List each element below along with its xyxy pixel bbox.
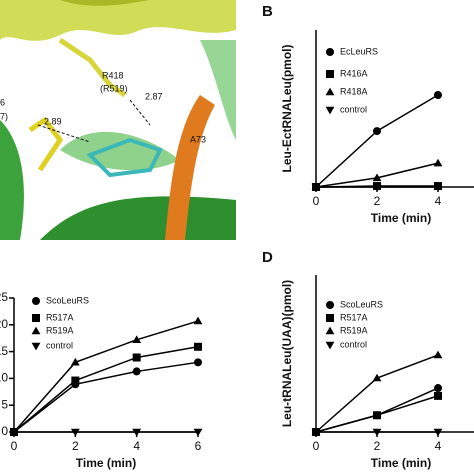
x-tick-label: 0 — [11, 439, 18, 453]
structure-label: 2.87 — [145, 91, 163, 101]
marker — [193, 316, 203, 325]
x-tick-label: 4 — [435, 439, 442, 453]
marker — [9, 428, 19, 437]
marker — [132, 367, 141, 376]
legend-label: control — [340, 339, 367, 349]
marker — [434, 90, 442, 99]
marker — [434, 391, 442, 400]
legend-label: control — [340, 104, 367, 114]
structure-image: R418 (R519) 2.87 2.89 A73 6 7) — [0, 0, 236, 240]
marker — [372, 173, 382, 182]
marker — [373, 411, 381, 420]
marker — [70, 428, 80, 437]
structure-label: A73 — [190, 134, 206, 144]
marker — [373, 127, 381, 136]
series-line — [315, 354, 439, 433]
hbond — [37, 124, 91, 143]
x-tick-label: 2 — [72, 439, 79, 453]
marker — [372, 183, 382, 192]
legend-marker — [326, 70, 334, 78]
legend-marker — [32, 314, 40, 322]
ribbon-green — [200, 40, 236, 140]
marker — [71, 376, 80, 385]
x-axis-label: Time (min) — [76, 456, 136, 470]
legend-label: R519A — [340, 325, 368, 335]
marker — [132, 428, 142, 437]
y-tick-label: 10 — [0, 371, 8, 385]
marker — [372, 373, 382, 382]
y-tick-label: 0 — [1, 424, 8, 438]
legend-marker — [325, 326, 335, 335]
marker — [433, 350, 443, 359]
legend-marker — [325, 106, 335, 115]
structure-label: 2.89 — [44, 116, 62, 126]
ribbon-green — [60, 131, 180, 171]
legend-label: ScoLeuRS — [46, 295, 89, 305]
legend-label: EcLeuRS — [340, 46, 378, 56]
y-tick-label: 20 — [0, 317, 8, 331]
x-tick-label: 0 — [313, 194, 320, 208]
x-tick-label: 6 — [195, 439, 202, 453]
legend-marker — [326, 301, 334, 309]
legend-marker — [325, 341, 335, 350]
x-axis-label: Time (min) — [371, 211, 431, 225]
structure-label: R418 — [102, 70, 124, 80]
helix-yellow — [0, 0, 236, 41]
ribbon-green — [0, 120, 24, 240]
structure-label: 7) — [0, 111, 8, 121]
x-tick-label: 4 — [435, 194, 442, 208]
residue-sticks — [58, 37, 127, 98]
marker — [311, 183, 321, 192]
legend-label: R418A — [340, 86, 368, 96]
panel-label: B — [262, 3, 273, 20]
marker — [433, 158, 443, 167]
hbond — [129, 99, 151, 126]
legend-marker — [325, 87, 335, 96]
ligand-sticks — [86, 137, 163, 178]
marker — [433, 428, 443, 437]
x-axis-label: Time (min) — [371, 456, 431, 470]
x-tick-label: 2 — [374, 439, 381, 453]
legend-label: R416A — [340, 68, 368, 78]
marker — [194, 342, 202, 351]
y-tick-label: 25 — [0, 290, 8, 304]
marker — [372, 428, 382, 437]
y-tick-label: 5 — [1, 397, 8, 411]
marker — [433, 183, 443, 192]
structure-label: (R519) — [100, 83, 128, 93]
y-axis-label: Leu-EctRNALeu(pmol) — [280, 45, 294, 173]
marker — [311, 428, 321, 437]
marker — [434, 384, 442, 393]
marker — [193, 428, 203, 437]
legend-label: R517A — [46, 312, 74, 322]
x-tick-label: 2 — [374, 194, 381, 208]
x-tick-label: 4 — [133, 439, 140, 453]
marker — [132, 335, 142, 344]
rna-backbone — [165, 95, 215, 240]
series-line — [13, 346, 199, 433]
marker — [132, 353, 141, 362]
legend-label: ScoLeuRS — [340, 299, 383, 309]
x-tick-label: 0 — [313, 439, 320, 453]
legend-marker — [326, 48, 334, 56]
legend-marker — [31, 342, 41, 351]
legend-label: R519A — [46, 325, 74, 335]
panel-label: D — [262, 249, 273, 266]
legend-label: control — [46, 340, 73, 350]
legend-marker — [326, 314, 334, 322]
series-line — [315, 94, 439, 188]
marker — [70, 357, 80, 366]
legend-label: R517A — [340, 312, 368, 322]
y-tick-label: 15 — [0, 344, 8, 358]
legend-marker — [32, 297, 40, 305]
series-line — [315, 387, 439, 433]
legend-marker — [31, 326, 41, 335]
series-line — [13, 320, 199, 433]
helix-yellow-dark — [60, 0, 150, 6]
structure-label: 6 — [0, 97, 5, 107]
y-axis-label: Leu-tRNALeu(UAA)(pmol) — [280, 280, 294, 427]
marker — [194, 358, 202, 367]
series-line — [13, 361, 199, 433]
